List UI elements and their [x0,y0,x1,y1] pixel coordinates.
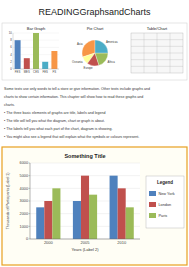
main-chart: Something Title 0 1000 2000 3000 4000 5000 6000… [2,147,187,265]
y-axis [30,163,31,239]
y-axis [13,33,14,69]
text-block: Some texts use only words to tell a stor… [4,87,150,139]
bar [73,201,81,239]
legend-entry: London [159,203,172,207]
bars [36,176,134,239]
x-axis-label: Years (Label 2) [72,247,100,252]
x-tick-label: FES [42,70,48,74]
bar [24,58,30,69]
main-chart-frame [2,147,187,265]
x-tick-label: 2005 [81,240,91,245]
bar [118,188,126,239]
pie-label: Africa [108,60,116,64]
y-tick-label: 1000 [20,225,28,229]
table-col-line [144,33,145,73]
legend-swatch [149,191,156,196]
y-tick-label: 8 [10,38,12,42]
x-tick-label: FS [53,70,57,74]
bar [51,51,57,69]
y-tick-label: 6 [10,45,12,49]
table-col-line [170,33,171,73]
legend-entry: Paris [159,214,168,218]
pie-label: Americas [106,40,118,44]
y-axis-label: Thousands of Participants (Label 1) [6,173,10,230]
pie-label: Europe [84,66,93,70]
y-tick-label: 10 [9,31,13,35]
plot-area [30,163,140,239]
text-line: • The labels tell you what each part of … [4,127,112,131]
pie-slice [95,53,108,65]
bar [110,176,118,239]
bar [89,195,97,239]
bar [81,176,89,239]
text-line: charts to show certain information. This… [4,95,143,99]
x-tick-label: MES [24,70,30,74]
table-frame [131,33,183,73]
x-tick-label: CES [33,70,39,74]
bar [44,201,52,239]
panel-frame [2,23,187,80]
y-tick-label: 6000 [20,161,28,165]
y-tick-label: 2000 [20,212,28,216]
x-tick-label: 2000 [44,240,54,245]
text-line: • The title will tell you what the diagr… [4,119,105,123]
bar [15,40,21,69]
small-bar-chart: Bar Graph0246810FESMESCESFESFS [9,26,59,74]
y-tick-label: 4 [10,53,12,57]
text-line: • You might also see a legend that will … [4,135,139,139]
page-title: READINGGraphsandCharts [38,7,151,17]
bar [36,207,44,239]
text-line: Some texts use only words to tell a stor… [4,87,150,91]
x-tick-label: FES [15,70,21,74]
y-tick-label: 0 [26,237,28,241]
y-tick-label: 2 [10,60,12,64]
chart-title: Pie Chart [87,26,105,31]
bar [33,33,39,69]
legend-entry: New York [159,192,175,196]
bar [126,207,134,239]
y-tick-label: 0 [10,67,12,71]
small-table: Table/Chart [131,26,183,73]
legend-frame [146,176,184,228]
bar [52,188,60,239]
chart-title: Bar Graph [27,26,45,31]
legend: Legend New York London Paris [146,176,184,228]
small-pie-chart: Pie Chart Asia OceaniaEurope Africa Americas [72,26,118,70]
bars [15,33,58,69]
y-tick-label: 4000 [20,187,28,191]
bar [42,62,48,69]
chart-title: Something Title [64,153,105,159]
chart-title: Table/Chart [147,26,168,31]
text-line: • The three basic elements of graphs are… [4,111,105,115]
legend-swatch [149,202,156,207]
pie-label: Oceania [72,60,83,64]
text-line: charts. [4,103,15,107]
grid-line [30,163,140,164]
legend-swatch [149,213,156,218]
pie-label: Asia [77,42,83,46]
y-tick-label: 3000 [20,199,28,203]
page: READINGGraphsandCharts Bar Graph 0 2 4 6 8 10 FE… [0,0,189,267]
legend-title: Legend [157,180,173,185]
background [0,0,189,267]
y-tick-label: 5000 [20,174,28,178]
x-tick-label: 2010 [117,240,127,245]
table-col-line [157,33,158,73]
